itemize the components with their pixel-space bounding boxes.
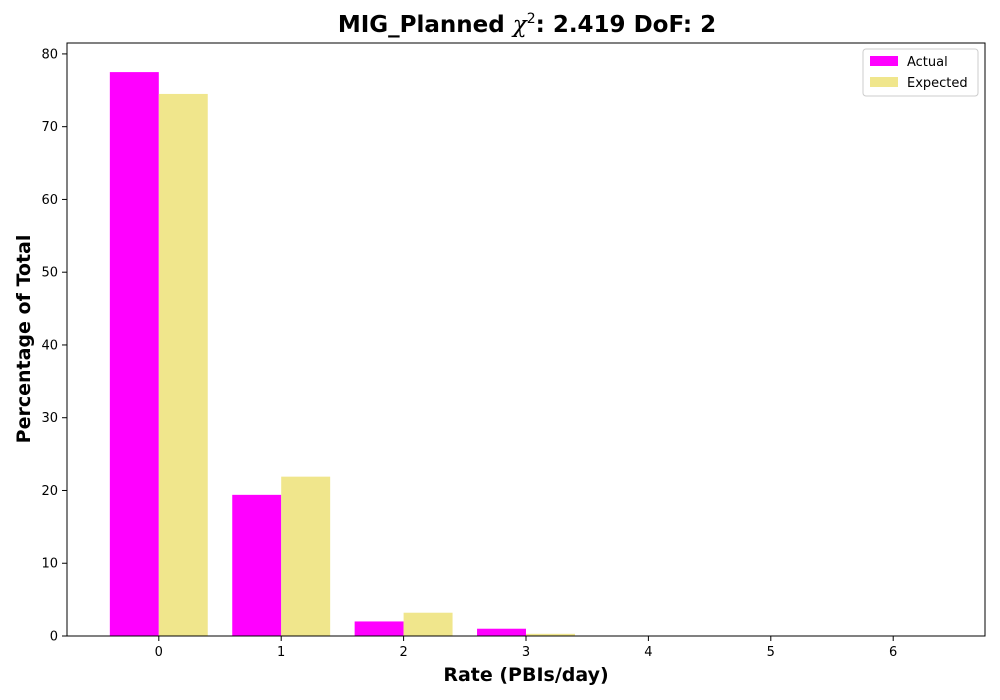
bar-expected-2 [404,613,453,636]
y-tick-label: 60 [41,193,58,208]
x-tick-label: 4 [644,645,652,660]
x-tick-label: 1 [277,645,285,660]
bar-actual-1 [232,495,281,636]
y-tick-label: 0 [50,630,58,645]
chart-title-prefix: MIG_Planned [338,12,513,38]
bar-expected-0 [159,94,208,636]
legend-label-expected: Expected [907,76,968,91]
x-tick-label: 6 [889,645,897,660]
chart-title-sup: 2 [527,11,536,27]
legend: Actual Expected [863,49,978,96]
legend-swatch-expected [870,77,898,87]
bar-actual-3 [477,629,526,636]
y-tick-label: 20 [41,484,58,499]
x-tick-label: 0 [155,645,163,660]
y-axis-label: Percentage of Total [13,235,35,444]
bars-layer [110,72,575,636]
x-axis-ticks: 0 1 2 3 4 5 6 [155,636,898,660]
chart-title: MIG_Planned χ2: 2.419 DoF: 2 [338,11,716,38]
bar-actual-0 [110,72,159,636]
y-axis-ticks: 0 10 20 30 40 50 60 70 80 [41,47,67,644]
legend-label-actual: Actual [907,55,948,70]
y-tick-label: 50 [41,266,58,281]
chart-title-suffix: : 2.419 DoF: 2 [536,12,717,38]
y-tick-label: 40 [41,338,58,353]
x-tick-label: 2 [399,645,407,660]
x-axis-label: Rate (PBIs/day) [443,664,608,686]
x-tick-label: 5 [767,645,775,660]
y-tick-label: 30 [41,411,58,426]
y-tick-label: 80 [41,47,58,62]
bar-actual-2 [355,621,404,636]
bar-expected-1 [281,477,330,636]
x-tick-label: 3 [522,645,530,660]
y-tick-label: 10 [41,557,58,572]
plot-area: 0 1 2 3 4 5 6 0 10 20 30 40 50 60 70 80 [41,43,985,660]
legend-swatch-actual [870,56,898,66]
y-tick-label: 70 [41,120,58,135]
